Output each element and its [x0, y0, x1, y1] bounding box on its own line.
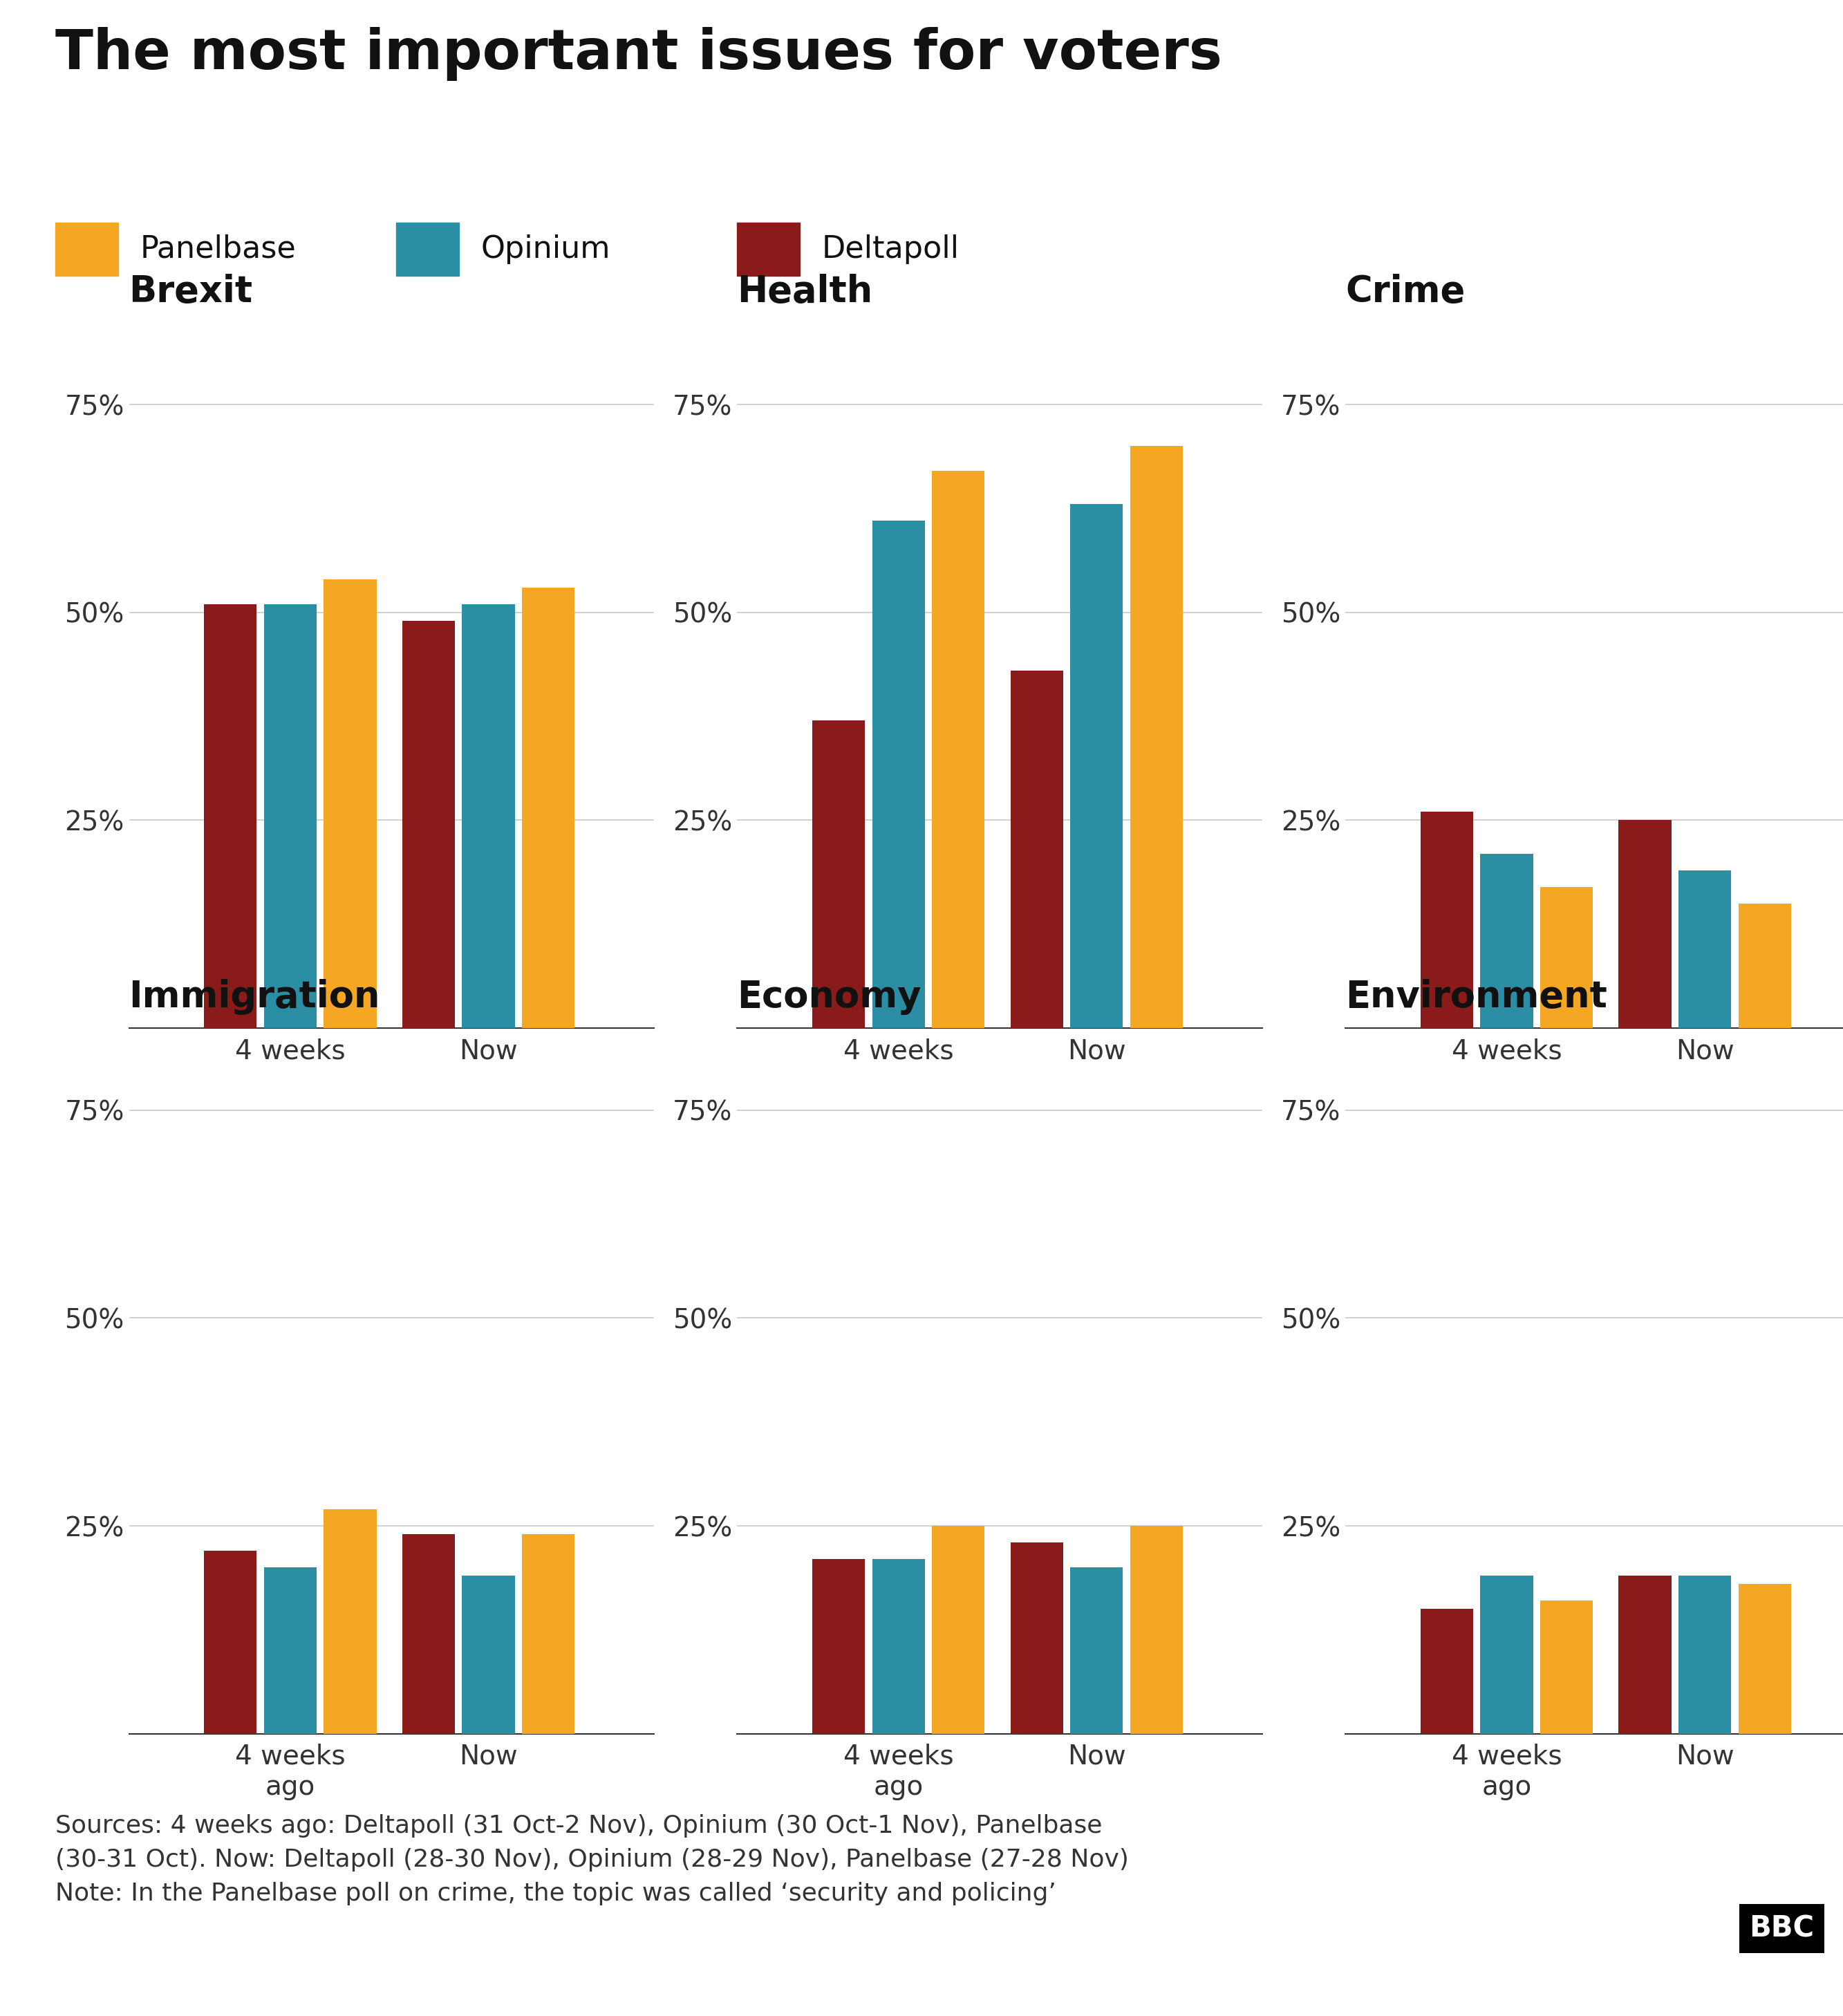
- Text: Opinium: Opinium: [481, 234, 610, 264]
- Bar: [1130, 1526, 1183, 1734]
- Bar: [1010, 1542, 1063, 1734]
- FancyBboxPatch shape: [737, 222, 800, 276]
- Bar: [463, 1577, 514, 1734]
- Bar: [872, 1558, 925, 1734]
- Text: The most important issues for voters: The most important issues for voters: [55, 28, 1222, 81]
- Bar: [1130, 446, 1183, 1028]
- Bar: [813, 720, 864, 1028]
- Text: Health: Health: [737, 274, 874, 310]
- Text: Deltapoll: Deltapoll: [822, 234, 960, 264]
- Bar: [264, 1568, 317, 1734]
- Bar: [205, 1550, 256, 1734]
- Bar: [1738, 903, 1791, 1028]
- Text: Brexit: Brexit: [129, 274, 252, 310]
- Bar: [324, 1510, 376, 1734]
- Bar: [402, 1534, 455, 1734]
- Text: Economy: Economy: [737, 980, 921, 1016]
- Text: Environment: Environment: [1345, 980, 1607, 1016]
- Bar: [1618, 821, 1672, 1028]
- Bar: [1541, 1601, 1592, 1734]
- FancyBboxPatch shape: [396, 222, 459, 276]
- Bar: [1421, 1609, 1473, 1734]
- Bar: [205, 605, 256, 1028]
- Text: Panelbase: Panelbase: [140, 234, 297, 264]
- Bar: [933, 1526, 984, 1734]
- Bar: [1541, 887, 1592, 1028]
- Text: Sources: 4 weeks ago: Deltapoll (31 Oct-2 Nov), Opinium (30 Oct-1 Nov), Panelbas: Sources: 4 weeks ago: Deltapoll (31 Oct-…: [55, 1814, 1128, 1905]
- Bar: [1421, 812, 1473, 1028]
- Bar: [402, 621, 455, 1028]
- Text: Immigration: Immigration: [129, 980, 380, 1016]
- Bar: [1071, 1568, 1122, 1734]
- Bar: [264, 605, 317, 1028]
- Bar: [1679, 1577, 1731, 1734]
- Bar: [813, 1558, 864, 1734]
- Bar: [1480, 853, 1533, 1028]
- Bar: [872, 520, 925, 1028]
- Bar: [1071, 504, 1122, 1028]
- Bar: [1618, 1577, 1672, 1734]
- Bar: [933, 472, 984, 1028]
- Text: Crime: Crime: [1345, 274, 1465, 310]
- Bar: [522, 1534, 575, 1734]
- Bar: [522, 587, 575, 1028]
- Bar: [324, 579, 376, 1028]
- FancyBboxPatch shape: [55, 222, 118, 276]
- Bar: [1679, 871, 1731, 1028]
- Bar: [1738, 1585, 1791, 1734]
- Bar: [463, 605, 514, 1028]
- Bar: [1480, 1577, 1533, 1734]
- Bar: [1010, 671, 1063, 1028]
- Text: BBC: BBC: [1749, 1913, 1814, 1943]
